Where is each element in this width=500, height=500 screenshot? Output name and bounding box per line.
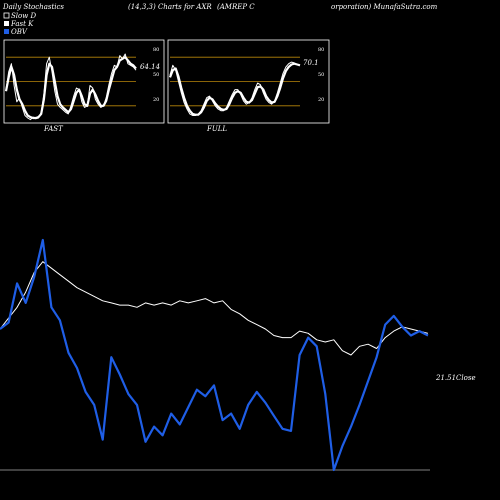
legend-label-slow-d: Slow D <box>11 12 36 20</box>
chart-params: (14,3,3) Charts for AXR <box>128 3 212 11</box>
chart-title: Daily Stochastics <box>2 3 64 11</box>
fast-stochastics-panel: 80 50 20 64.14 FAST <box>3 39 165 133</box>
legend-label-obv: OBV <box>11 28 28 36</box>
full-tick-50: 50 <box>318 72 324 78</box>
company-name: (AMREP C <box>217 3 255 11</box>
legend-swatch-fast-k <box>4 21 9 26</box>
fast-panel-title: FAST <box>43 125 64 133</box>
close-text: Close <box>456 374 476 382</box>
full-tick-20: 20 <box>318 97 324 103</box>
price-obv-panel: 21.51Close <box>0 238 476 472</box>
full-stochastics-panel: 80 50 20 70.1 FULL <box>167 39 330 133</box>
fast-panel-frame <box>3 39 165 124</box>
fast-tick-80: 80 <box>153 47 159 53</box>
full-series-fast-k-line <box>169 61 301 116</box>
full-series-slow-d-line <box>168 62 301 116</box>
close-price-line <box>0 261 429 356</box>
legend: Slow D Fast K OBV <box>3 12 36 36</box>
legend-label-fast-k: Fast K <box>10 20 34 28</box>
close-value: 21.51 <box>435 374 456 382</box>
full-panel-title: FULL <box>206 125 227 133</box>
obv-line <box>0 238 429 472</box>
legend-swatch-slow-d <box>3 12 10 19</box>
fast-series-slow-d-line <box>4 56 137 120</box>
full-tick-80: 80 <box>318 47 324 53</box>
fast-tick-20: 20 <box>153 97 159 103</box>
fast-last-value: 64.14 <box>140 63 160 71</box>
fast-tick-50: 50 <box>153 72 159 78</box>
company-name-rest: orporation) MunafaSutra.com <box>331 3 438 11</box>
close-label: 21.51Close <box>435 374 476 382</box>
full-last-value: 70.1 <box>303 59 319 67</box>
full-panel-frame <box>167 39 330 124</box>
legend-swatch-obv <box>4 29 9 34</box>
